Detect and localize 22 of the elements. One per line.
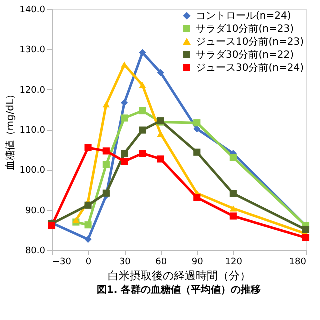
y-tick-label: 90.0 <box>25 206 46 216</box>
y-tick-label: 140.0 <box>20 6 46 16</box>
x-tick-label: 120 <box>225 258 243 268</box>
legend-label: ジュース30分前(n=24) <box>196 62 304 74</box>
y-axis-title: 血糖値（mg/dL） <box>4 89 17 171</box>
legend-label: サラダ10分前(n=23) <box>196 23 294 35</box>
x-axis-title: 白米摂取後の経過時間（分） <box>108 270 251 282</box>
caption: 図1. 各群の血糖値（平均値）の推移 <box>96 284 262 296</box>
legend-label: コントロール(n=24) <box>196 11 292 22</box>
legend-label: ジュース10分前(n=23) <box>196 36 304 48</box>
y-tick-label: 100.0 <box>20 166 46 176</box>
x-tick-label: −30 <box>52 258 72 268</box>
x-tick-label: 60 <box>156 258 168 268</box>
legend-label: サラダ30分前(n=22) <box>196 49 294 61</box>
x-tick-label: 0 <box>86 258 92 268</box>
y-tick-label: 110.0 <box>20 126 46 136</box>
y-tick-label: 120.0 <box>20 86 46 96</box>
x-tick-label: 180 <box>289 258 307 268</box>
x-tick-label: 30 <box>119 258 132 268</box>
y-tick-label: 130.0 <box>20 46 46 56</box>
y-tick-label: 80.0 <box>25 246 46 256</box>
x-tick-label: 90 <box>192 258 204 268</box>
